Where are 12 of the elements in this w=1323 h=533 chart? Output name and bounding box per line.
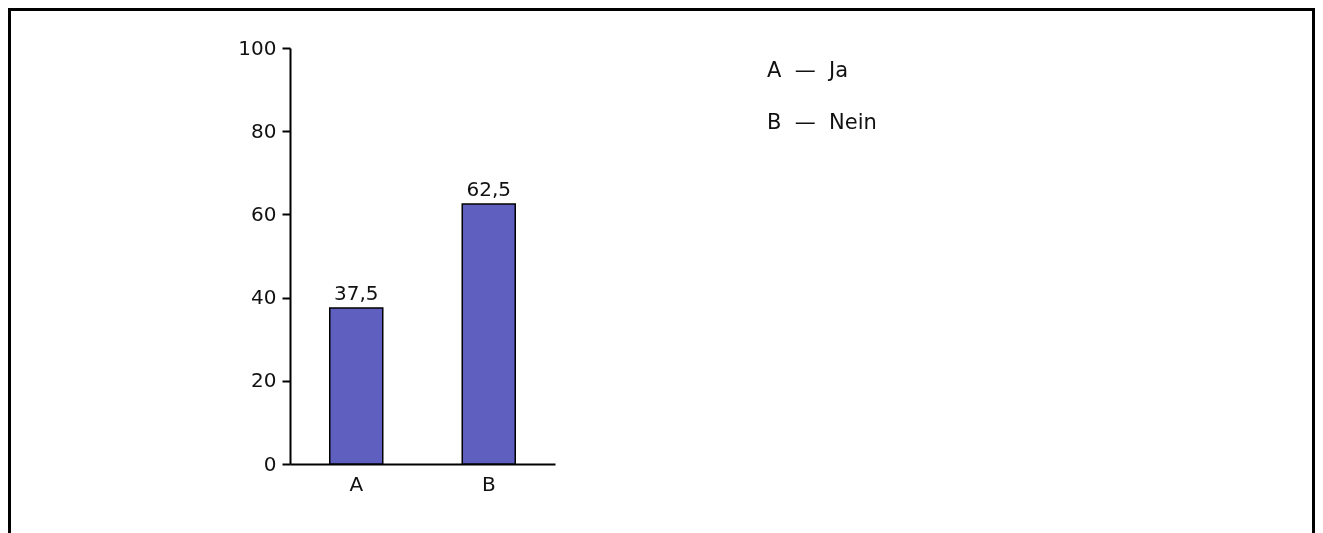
x-tick-label: A xyxy=(349,471,364,496)
y-tick-label: 80 xyxy=(251,118,277,143)
y-tick-label: 40 xyxy=(251,285,277,310)
data-label: 62,5 xyxy=(466,177,512,201)
y-tick-label: 60 xyxy=(251,201,277,226)
y-tick-label: 0 xyxy=(263,451,277,476)
text: A — Ja xyxy=(767,58,849,82)
text: B — Nein xyxy=(767,110,877,134)
x-tick-label: B xyxy=(481,471,496,496)
y-tick-label: 100 xyxy=(238,35,277,60)
data-label: 37,5 xyxy=(333,281,379,305)
y-tick-label: 20 xyxy=(251,368,277,393)
